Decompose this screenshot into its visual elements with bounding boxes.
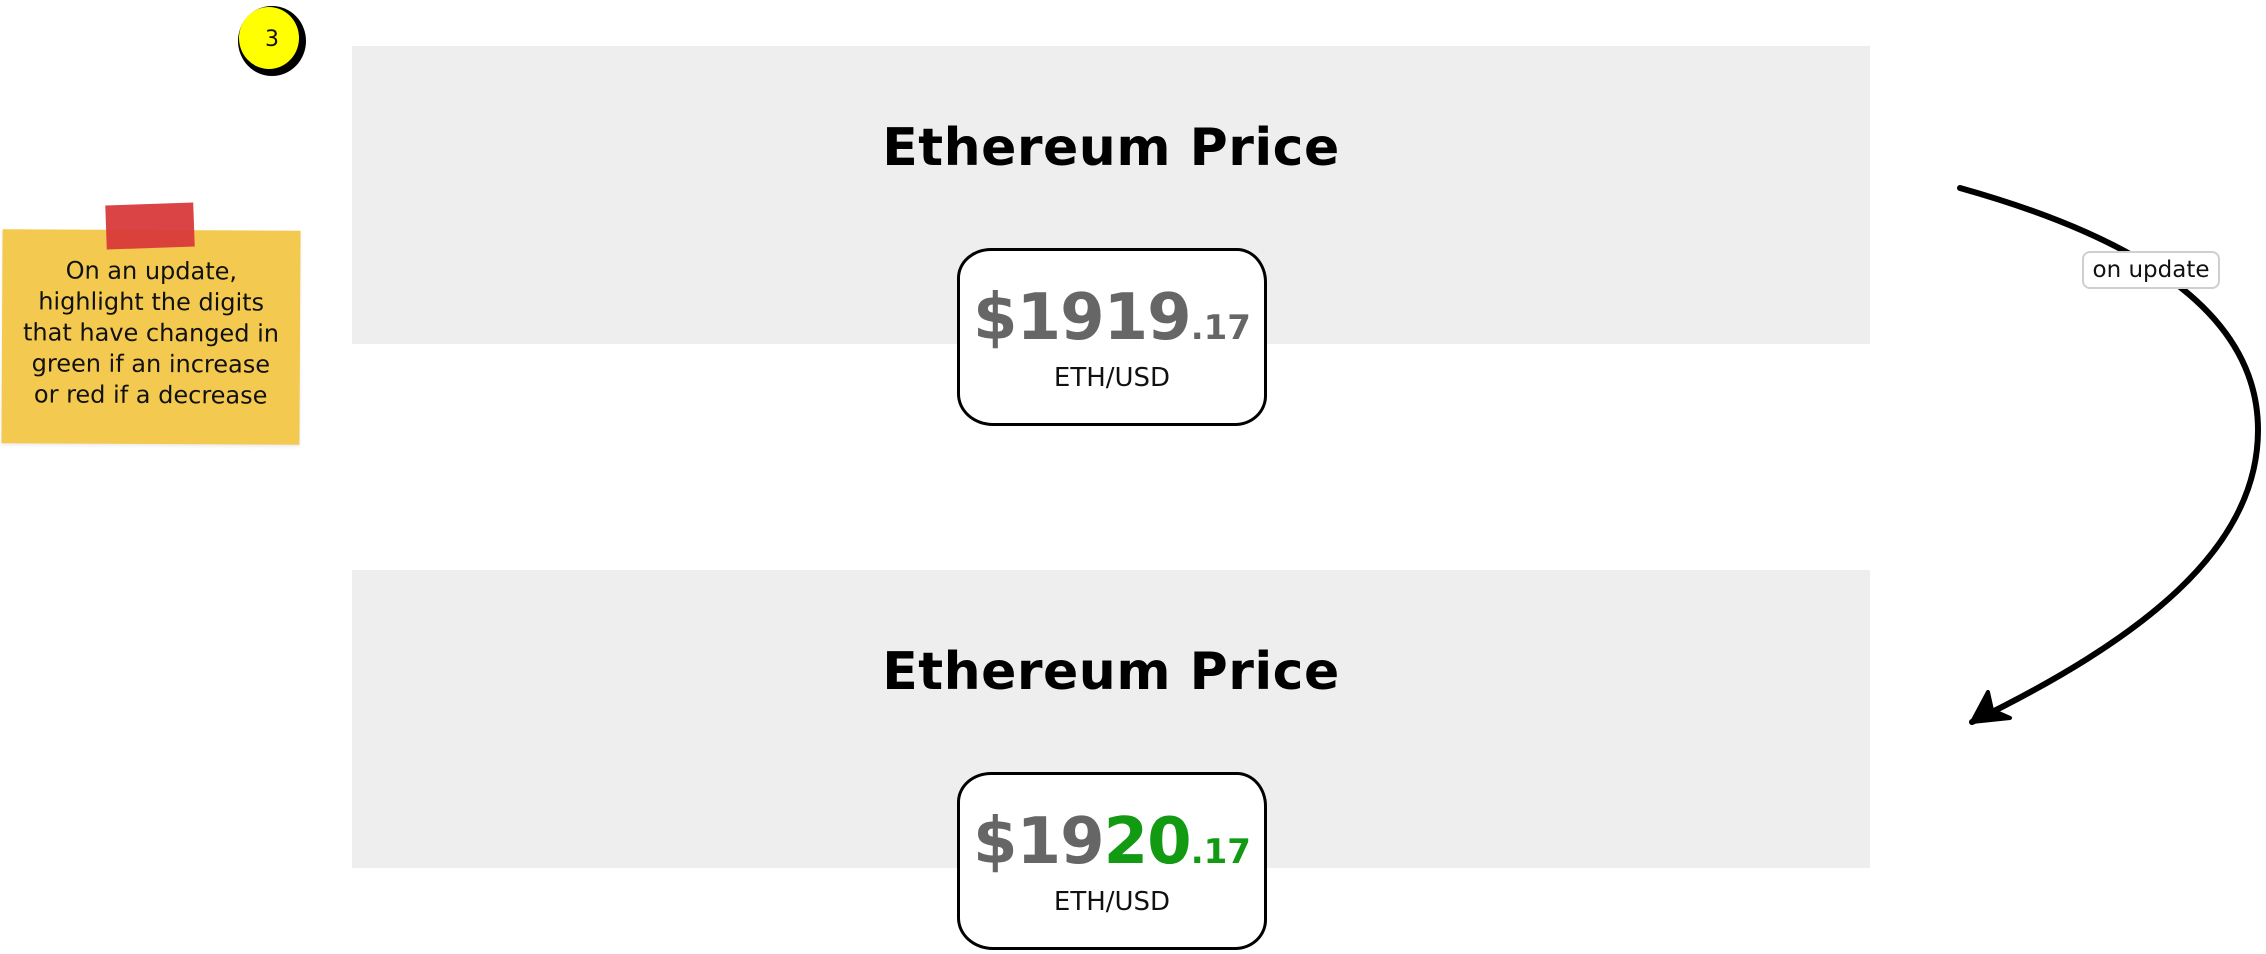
price-digits-unchanged: 19 <box>1016 805 1105 879</box>
sticky-tape <box>105 202 195 250</box>
sticky-note-text: On an update, highlight the digits that … <box>2 255 301 412</box>
note-line: On an update, <box>65 256 238 286</box>
price-digits-changed: 20 <box>1103 805 1192 879</box>
note-line: or red if a decrease <box>33 380 268 410</box>
before-price-card: $1919.17 ETH/USD <box>957 248 1267 426</box>
panel-title: Ethereum Price <box>882 642 1340 702</box>
price-symbol: $ <box>973 281 1018 355</box>
note-line: green if an increase <box>31 349 271 379</box>
price-symbol: $ <box>973 805 1018 879</box>
step-badge: 3 <box>234 2 310 78</box>
note-line: highlight the digits <box>38 287 265 317</box>
step-number: 3 <box>265 27 279 52</box>
sticky-note: On an update, highlight the digits that … <box>1 229 301 445</box>
currency-pair: ETH/USD <box>1053 887 1171 917</box>
price-display: $1920.17 <box>960 805 1264 879</box>
panel-title: Ethereum Price <box>882 118 1340 178</box>
transition-arrow <box>1957 185 2262 725</box>
price-digits: 1919 <box>1016 281 1192 355</box>
price-cents: .17 <box>1190 832 1251 872</box>
after-price-card: $1920.17 ETH/USD <box>957 772 1267 950</box>
step-badge-circle <box>238 6 306 76</box>
price-display: $1919.17 <box>960 281 1264 355</box>
currency-pair: ETH/USD <box>1053 363 1171 393</box>
price-cents: .17 <box>1190 308 1251 348</box>
note-line: that have changed in <box>22 318 280 348</box>
transition-label: on update <box>2082 251 2220 289</box>
